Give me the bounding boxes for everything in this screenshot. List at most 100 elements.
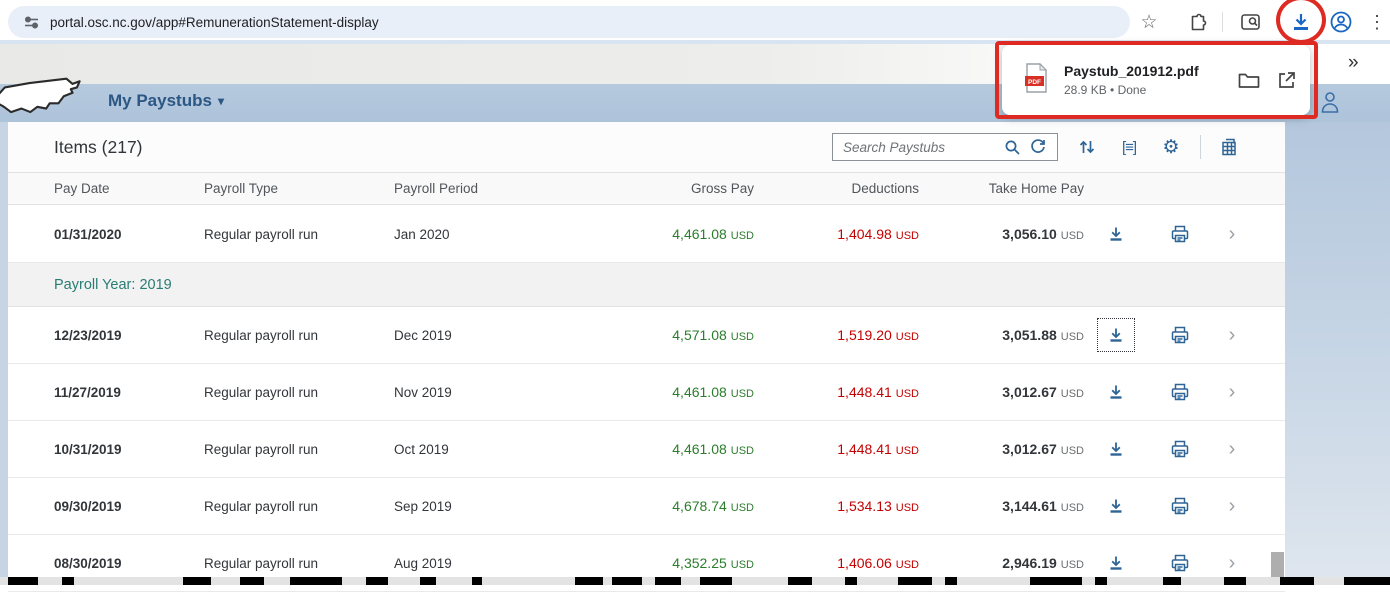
extensions-icon[interactable]	[1183, 7, 1213, 37]
pdf-file-icon: PDF	[1024, 62, 1048, 98]
download-filename: Paystub_201912.pdf	[1064, 63, 1199, 79]
row-chevron-right-icon[interactable]: ›	[1228, 380, 1236, 403]
redaction-block	[612, 577, 642, 585]
show-in-folder-icon[interactable]	[1234, 65, 1264, 95]
row-chevron-right-icon[interactable]: ›	[1228, 323, 1236, 346]
table-toolbar: Items (217)	[8, 122, 1285, 172]
search-input[interactable]	[843, 139, 999, 155]
take-home-pay-cell: 3,144.61 USD	[1002, 498, 1084, 514]
payroll-period-cell: Jan 2020	[394, 226, 450, 242]
take-home-pay-cell: 2,946.19 USD	[1002, 555, 1084, 571]
payroll-type-cell: Regular payroll run	[204, 226, 319, 242]
search-field	[832, 133, 1058, 161]
row-chevron-right-icon[interactable]: ›	[1228, 222, 1236, 245]
page-title-dropdown[interactable]: My Paystubs ▾	[108, 91, 224, 111]
bookmarks-overflow-chevron[interactable]: »	[1348, 52, 1359, 73]
pay-date-cell: 12/23/2019	[54, 327, 122, 343]
column-header-pay-date: Pay Date	[54, 181, 110, 196]
download-paystub-icon[interactable]	[1099, 219, 1133, 249]
gross-pay-cell: 4,461.08 USD	[672, 441, 754, 457]
redaction-block	[420, 577, 436, 585]
print-paystub-icon[interactable]	[1163, 377, 1197, 407]
take-home-pay-cell: 3,051.88 USD	[1002, 327, 1084, 343]
toolbar-separator	[1200, 135, 1201, 159]
toolbar-divider	[0, 40, 1390, 44]
pay-date-cell: 09/30/2019	[54, 498, 122, 514]
table-header-row: Pay Date Payroll Type Payroll Period Gro…	[8, 172, 1285, 205]
take-home-pay-cell: 3,012.67 USD	[1002, 384, 1084, 400]
pay-date-cell: 10/31/2019	[54, 441, 122, 457]
redaction-block	[700, 577, 732, 585]
payroll-type-cell: Regular payroll run	[204, 498, 319, 514]
redaction-block	[472, 577, 482, 585]
column-header-payroll-period: Payroll Period	[394, 181, 479, 196]
redaction-block	[898, 577, 932, 585]
column-header-take-home-pay: Take Home Pay	[988, 181, 1084, 196]
sort-icon[interactable]	[1074, 134, 1100, 160]
export-spreadsheet-icon[interactable]	[1217, 134, 1243, 160]
gross-pay-cell: 4,461.08 USD	[672, 384, 754, 400]
row-chevron-right-icon[interactable]: ›	[1228, 494, 1236, 517]
downloads-button[interactable]	[1286, 7, 1316, 37]
group-header-row[interactable]: Payroll Year: 2019	[8, 263, 1285, 307]
site-info-icon[interactable]	[20, 11, 42, 33]
page-background-left	[0, 122, 8, 585]
print-paystub-icon[interactable]	[1163, 320, 1197, 350]
profile-icon[interactable]	[1326, 7, 1356, 37]
row-chevron-right-icon[interactable]: ›	[1228, 551, 1236, 574]
download-paystub-icon[interactable]	[1097, 318, 1135, 352]
tab-search-icon[interactable]	[1236, 7, 1266, 37]
take-home-pay-cell: 3,056.10 USD	[1002, 226, 1084, 242]
payroll-type-cell: Regular payroll run	[204, 555, 319, 571]
vertical-scrollbar-thumb[interactable]	[1271, 552, 1284, 578]
print-paystub-icon[interactable]	[1163, 548, 1197, 578]
pay-date-cell: 08/30/2019	[54, 555, 122, 571]
redaction-block	[1095, 577, 1107, 585]
column-header-payroll-type: Payroll Type	[204, 181, 279, 196]
download-notification-card[interactable]: PDF Paystub_201912.pdf 28.9 KB • Done	[1002, 45, 1310, 115]
take-home-pay-cell: 3,012.67 USD	[1002, 441, 1084, 457]
address-bar[interactable]: portal.osc.nc.gov/app#RemunerationStatem…	[8, 6, 1130, 38]
payroll-type-cell: Regular payroll run	[204, 384, 319, 400]
download-paystub-icon[interactable]	[1099, 377, 1133, 407]
deductions-cell: 1,519.20 USD	[837, 327, 919, 343]
gross-pay-cell: 4,352.25 USD	[672, 555, 754, 571]
redacted-taskbar	[0, 577, 1390, 585]
redaction-block	[945, 577, 957, 585]
items-count-label: Items (217)	[54, 136, 143, 157]
row-chevron-right-icon[interactable]: ›	[1228, 437, 1236, 460]
redaction-block	[1224, 577, 1246, 585]
print-paystub-icon[interactable]	[1163, 219, 1197, 249]
paystub-row[interactable]: 10/31/2019 Regular payroll run Oct 2019 4,4…	[8, 421, 1285, 478]
download-paystub-icon[interactable]	[1099, 548, 1133, 578]
column-header-deductions: Deductions	[851, 181, 919, 196]
table-body: 01/31/2020 Regular payroll run Jan 2020 4,4…	[8, 206, 1285, 592]
redaction-block	[655, 577, 681, 585]
paystub-row[interactable]: 09/30/2019 Regular payroll run Sep 2019 4,6…	[8, 478, 1285, 535]
redaction-block	[788, 577, 812, 585]
search-icon[interactable]	[999, 134, 1025, 160]
url-text: portal.osc.nc.gov/app#RemunerationStatem…	[50, 14, 379, 30]
page-title: My Paystubs	[108, 91, 212, 110]
redaction-block	[183, 577, 211, 585]
deductions-cell: 1,404.98 USD	[837, 226, 919, 242]
paystub-row[interactable]: 01/31/2020 Regular payroll run Jan 2020 4,4…	[8, 206, 1285, 263]
paystub-row[interactable]: 12/23/2019 Regular payroll run Dec 2019 4,5…	[8, 307, 1285, 364]
print-paystub-icon[interactable]	[1163, 491, 1197, 521]
browser-menu-icon[interactable]: ⋮	[1368, 11, 1386, 32]
print-paystub-icon[interactable]	[1163, 434, 1197, 464]
north-carolina-map-logo	[0, 73, 84, 128]
deductions-cell: 1,448.41 USD	[837, 384, 919, 400]
redaction-block	[1344, 577, 1390, 585]
payroll-period-cell: Oct 2019	[394, 441, 449, 457]
download-paystub-icon[interactable]	[1099, 491, 1133, 521]
settings-gear-icon[interactable]: ⚙	[1162, 136, 1180, 158]
download-paystub-icon[interactable]	[1099, 434, 1133, 464]
refresh-icon[interactable]	[1025, 134, 1051, 160]
paystub-row[interactable]: 11/27/2019 Regular payroll run Nov 2019 4,4…	[8, 364, 1285, 421]
open-in-new-icon[interactable]	[1272, 65, 1302, 95]
user-account-icon[interactable]	[1320, 90, 1340, 119]
group-view-icon[interactable]: [≡]	[1121, 138, 1137, 156]
bookmark-star-icon[interactable]: ☆	[1140, 11, 1158, 33]
payroll-period-cell: Aug 2019	[394, 555, 452, 571]
